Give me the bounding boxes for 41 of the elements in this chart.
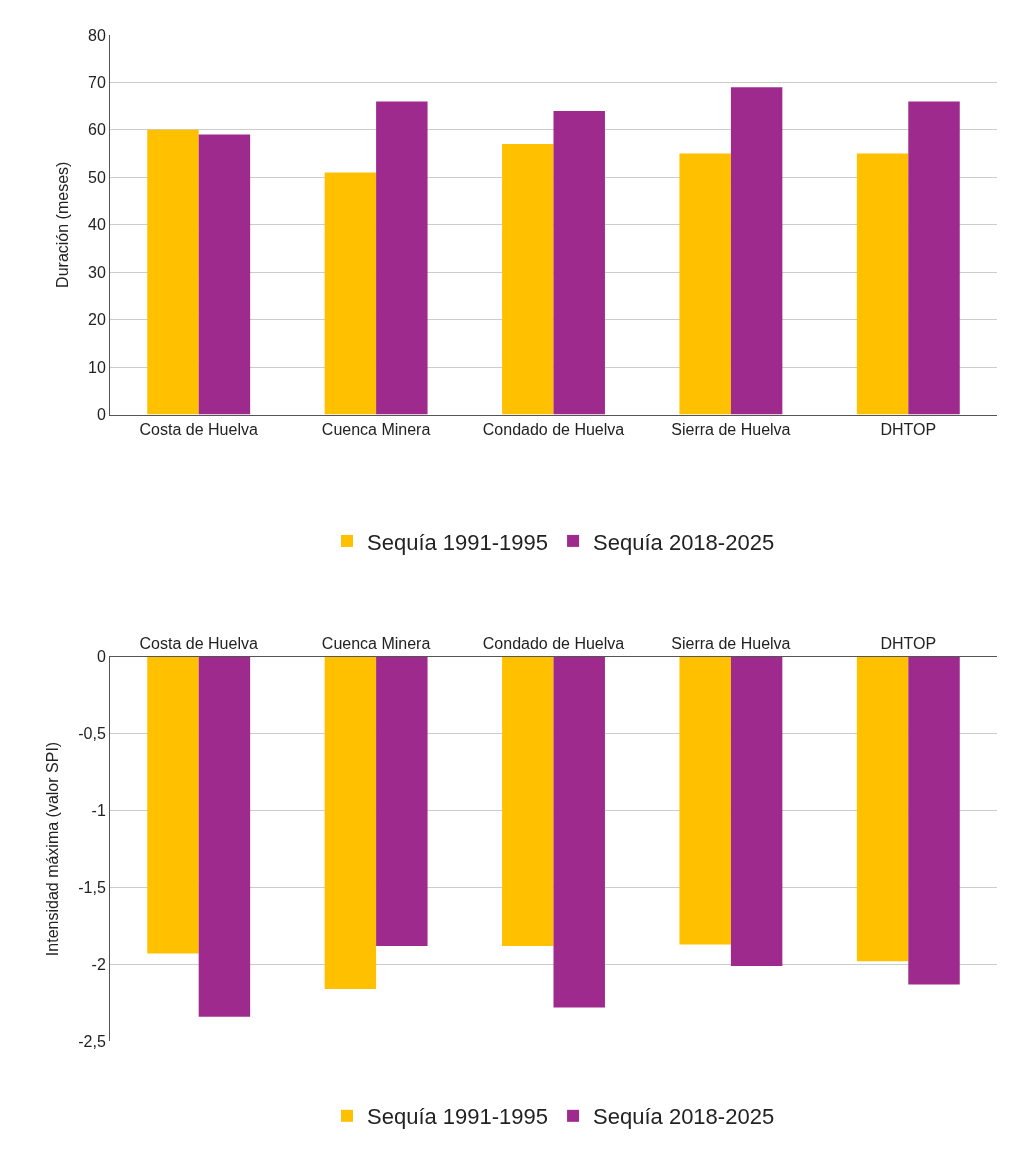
x-tick-label: Condado de Huelva xyxy=(482,420,625,438)
y-tick-label: -2 xyxy=(91,955,106,973)
legend-label: Sequía 1991-1995 xyxy=(367,1104,549,1130)
bar xyxy=(324,172,377,415)
legend-label: Sequía 1991-1995 xyxy=(367,529,549,555)
y-axis-title: Intensidad máxima (valor SPI) xyxy=(44,741,62,957)
bar xyxy=(376,101,428,415)
x-tick-label: Costa de Huelva xyxy=(139,420,258,438)
y-axis-title: Duración (meses) xyxy=(53,161,71,288)
x-tick-label: Costa de Huelva xyxy=(139,635,258,653)
y-tick-label: 70 xyxy=(88,74,106,91)
legend-label: Sequía 2018-2025 xyxy=(593,529,775,555)
x-tick-label: DHTOP xyxy=(880,420,937,438)
x-tick-label: Sierra de Huelva xyxy=(671,420,791,438)
bar xyxy=(198,134,251,415)
y-tick-label: -0,5 xyxy=(78,725,106,743)
y-tick-label: 50 xyxy=(88,168,106,186)
x-tick-label: Condado de Huelva xyxy=(482,635,625,653)
y-tick-label: 0 xyxy=(96,406,106,424)
legend-label: Sequía 2018-2025 xyxy=(593,1104,775,1130)
y-tick-label: 10 xyxy=(88,358,106,376)
bar xyxy=(908,101,960,415)
y-tick-label: 40 xyxy=(88,216,106,234)
y-tick-label: 30 xyxy=(88,263,106,281)
y-tick-label: 20 xyxy=(88,311,106,329)
y-tick-label: -1 xyxy=(91,802,106,820)
y-tick-label: -1,5 xyxy=(78,879,106,897)
x-tick-label: DHTOP xyxy=(880,635,937,653)
x-tick-label: Sierra de Huelva xyxy=(671,635,791,653)
y-tick-label: 0 xyxy=(96,648,106,666)
y-tick-label: 60 xyxy=(88,121,106,139)
bar xyxy=(856,153,909,415)
x-tick-label: Cuenca Minera xyxy=(321,420,431,438)
x-tick-label: Cuenca Minera xyxy=(321,635,431,653)
bar xyxy=(730,87,783,415)
bar xyxy=(679,153,731,415)
y-tick-label: 80 xyxy=(88,26,106,44)
y-tick-label: -2,5 xyxy=(78,1032,106,1050)
bar xyxy=(553,110,605,415)
bar xyxy=(147,129,199,415)
bar xyxy=(502,144,554,415)
